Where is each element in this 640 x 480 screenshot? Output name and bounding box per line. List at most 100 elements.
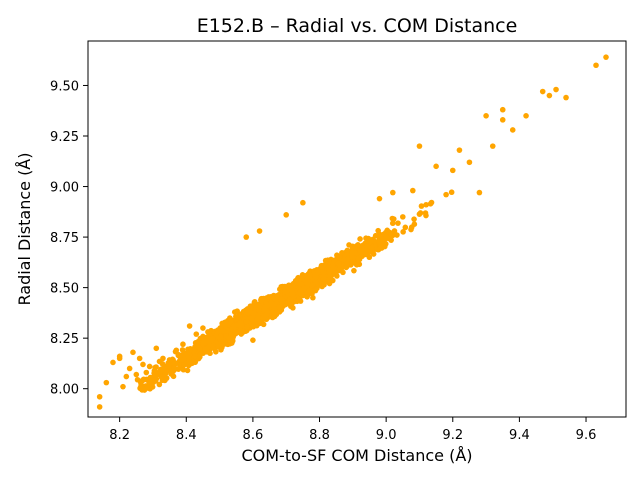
data-point — [181, 362, 187, 368]
data-point — [231, 323, 238, 330]
data-point — [390, 216, 397, 222]
data-point — [262, 303, 269, 310]
data-point — [96, 393, 103, 400]
data-point — [376, 195, 383, 202]
data-point — [603, 54, 609, 60]
data-point — [243, 234, 250, 240]
data-point — [146, 363, 153, 370]
data-point — [357, 236, 363, 242]
data-point — [96, 404, 103, 410]
data-point — [335, 260, 342, 267]
data-point — [489, 143, 496, 149]
data-point — [171, 360, 177, 367]
data-point — [103, 379, 110, 386]
data-point — [234, 308, 240, 314]
data-point — [218, 347, 224, 353]
x-tick-label: 9.0 — [376, 428, 397, 443]
data-point — [223, 333, 230, 339]
y-tick-label: 8.00 — [50, 383, 79, 398]
data-point — [300, 199, 306, 206]
data-point — [166, 367, 173, 374]
data-point — [186, 358, 192, 365]
data-point — [370, 236, 376, 243]
data-point — [448, 189, 455, 196]
x-tick-label: 8.2 — [109, 428, 130, 443]
x-axis-ticks: 8.2 8.4 8.6 8.8 9.0 9.2 9.4 9.6 — [109, 417, 596, 443]
data-point — [192, 359, 199, 365]
data-point — [349, 249, 356, 256]
x-tick-label: 9.4 — [509, 428, 530, 443]
data-point — [369, 245, 375, 251]
data-point — [290, 305, 296, 311]
data-point — [184, 367, 191, 374]
data-point — [313, 274, 319, 281]
data-point — [216, 341, 222, 348]
data-point — [147, 378, 154, 385]
data-point — [318, 264, 325, 271]
data-point — [427, 201, 434, 207]
data-point — [357, 248, 364, 255]
data-point — [260, 321, 267, 328]
data-point — [222, 338, 228, 345]
data-point — [331, 257, 338, 264]
data-point — [476, 189, 483, 196]
data-point — [388, 237, 394, 243]
data-point — [433, 163, 439, 170]
data-point — [141, 387, 148, 393]
data-point — [276, 304, 283, 311]
y-tick-label: 8.25 — [50, 332, 79, 347]
data-point — [408, 226, 414, 233]
data-point — [563, 94, 569, 101]
data-point — [456, 147, 463, 153]
data-point — [499, 117, 506, 123]
data-point — [151, 370, 157, 377]
data-point — [193, 331, 200, 337]
data-point — [185, 348, 192, 354]
data-point — [274, 294, 280, 300]
data-point — [283, 212, 290, 218]
data-point — [466, 159, 473, 166]
data-point — [152, 378, 159, 384]
data-point — [553, 86, 559, 93]
data-point — [256, 319, 262, 326]
data-point — [349, 254, 356, 260]
data-point — [546, 92, 553, 99]
data-point — [410, 187, 416, 194]
data-point — [363, 248, 369, 255]
data-point — [160, 355, 166, 362]
data-point — [256, 228, 263, 234]
data-point — [383, 234, 389, 240]
data-point — [422, 210, 429, 216]
data-point — [209, 335, 216, 342]
x-tick-label: 8.4 — [176, 428, 197, 443]
data-point — [523, 113, 529, 119]
data-point — [394, 232, 400, 238]
data-point — [138, 378, 144, 385]
data-point — [336, 254, 343, 260]
data-point — [306, 274, 313, 280]
data-point — [133, 371, 140, 378]
data-point — [238, 323, 244, 329]
y-tick-label: 9.25 — [50, 130, 79, 145]
data-point — [140, 361, 146, 368]
data-point — [389, 220, 396, 227]
data-point — [250, 337, 256, 343]
plot-frame — [87, 40, 627, 418]
data-point — [218, 333, 224, 340]
data-point — [171, 366, 177, 372]
data-point — [213, 349, 219, 355]
data-point — [256, 307, 262, 313]
data-point — [314, 266, 320, 273]
data-point — [329, 262, 336, 269]
data-point — [351, 267, 357, 274]
data-point — [126, 365, 133, 372]
data-point — [158, 374, 165, 381]
data-point — [344, 256, 351, 262]
data-point — [116, 355, 123, 362]
data-point — [339, 250, 345, 256]
data-point — [200, 325, 206, 331]
data-point — [137, 385, 143, 392]
data-point — [136, 355, 143, 362]
data-point — [290, 291, 296, 298]
